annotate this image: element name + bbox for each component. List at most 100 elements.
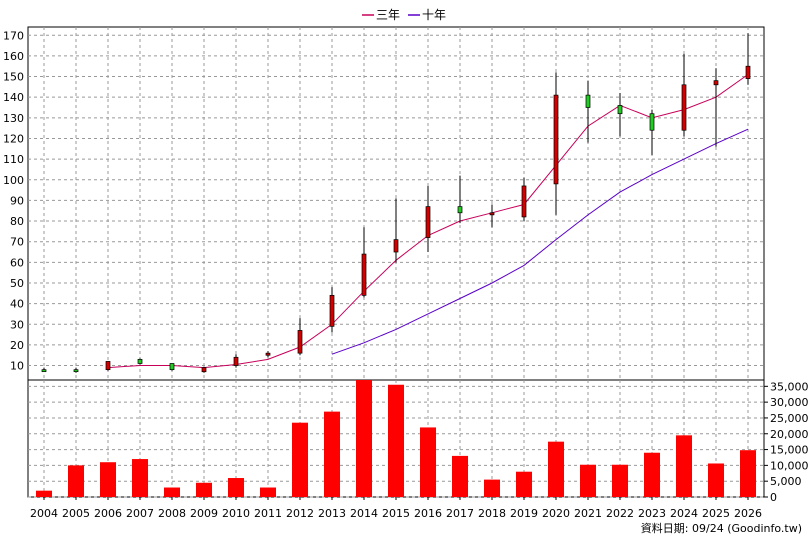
volume-bar-2026 [740, 450, 756, 497]
x-tick-label: 2018 [478, 507, 506, 520]
x-axis-ticks: 2004 2005 2006 2007 2008 2009 2010 2011 2012 2013… [30, 497, 762, 520]
candle-body [297, 330, 303, 354]
x-tick-label: 2005 [62, 507, 90, 520]
x-tick-label: 2023 [638, 507, 666, 520]
price-tick-label: 110 [3, 153, 24, 166]
volume-tick-label: 35,000 [770, 380, 808, 393]
volume-bar-2005 [68, 465, 84, 497]
candle-body [617, 105, 623, 115]
candle-2009 [201, 366, 207, 373]
price-tick-label: 170 [3, 29, 24, 42]
x-tick-label: 2010 [222, 507, 250, 520]
candle-body [329, 295, 335, 327]
candle-body [169, 363, 175, 371]
candle-2024 [681, 53, 687, 137]
price-tick-label: 10 [10, 360, 24, 373]
x-tick-label: 2008 [158, 507, 186, 520]
x-tick-label: 2004 [30, 507, 58, 520]
volume-bar-2008 [164, 487, 180, 497]
volume-tick-label: 5,000 [770, 475, 802, 488]
candle-body [489, 212, 495, 216]
ma10-line-layer [331, 128, 749, 355]
volume-bar-2009 [196, 482, 212, 497]
volume-bar-2020 [548, 441, 564, 497]
legend: 三年 十年 [362, 8, 446, 22]
volume-bar-2004 [36, 490, 52, 497]
candle-body [521, 185, 527, 218]
x-tick-label: 2021 [574, 507, 602, 520]
candle-2013 [329, 287, 335, 333]
candle-2026 [745, 33, 751, 85]
candle-2005 [73, 367, 79, 373]
candle-2006 [105, 361, 111, 371]
volume-bar-2019 [516, 471, 532, 497]
volume-bar-2017 [452, 455, 468, 497]
x-tick-label: 2017 [446, 507, 474, 520]
price-tick-label: 90 [10, 194, 24, 207]
candle-body [553, 94, 559, 185]
candle-body [649, 113, 655, 131]
candle-2020 [553, 72, 559, 215]
price-tick-label: 140 [3, 91, 24, 104]
price-tick-label: 40 [10, 298, 24, 311]
candle-body [681, 84, 687, 131]
price-tick-label: 20 [10, 339, 24, 352]
x-tick-label: 2026 [734, 507, 762, 520]
volume-tick-label: 0 [770, 491, 777, 504]
x-tick-label: 2011 [254, 507, 282, 520]
volume-bar-2006 [100, 462, 116, 497]
legend-label-ma3: 三年 [376, 8, 400, 22]
x-tick-label: 2007 [126, 507, 154, 520]
ma10-line [331, 128, 749, 355]
candle-body [265, 352, 271, 356]
volume-tick-label: 15,000 [770, 444, 808, 457]
candle-2016 [425, 185, 431, 253]
x-tick-label: 2020 [542, 507, 570, 520]
candle-body [393, 239, 399, 253]
candle-body [233, 356, 239, 366]
price-tick-label: 160 [3, 50, 24, 63]
candle-body [41, 369, 47, 373]
data-date-footer: 資料日期: 09/24 (Goodinfo.tw) [641, 521, 802, 535]
volume-bar-2024 [676, 435, 692, 497]
candle-body [585, 94, 591, 108]
x-tick-label: 2014 [350, 507, 378, 520]
volume-bar-2007 [132, 459, 148, 497]
candle-2025 [713, 68, 719, 147]
candle-body [745, 65, 751, 79]
volume-bar-2018 [484, 479, 500, 497]
x-tick-label: 2019 [510, 507, 538, 520]
volume-axis-ticks: 0 5,000 10,000 15,000 20,000 25,000 30,000 35,0… [764, 380, 808, 504]
price-tick-label: 120 [3, 132, 24, 145]
candle-2014 [361, 227, 367, 298]
candle-2023 [649, 109, 655, 155]
x-tick-label: 2006 [94, 507, 122, 520]
candle-body [73, 369, 79, 373]
x-tick-label: 2022 [606, 507, 634, 520]
candle-2022 [617, 93, 623, 137]
candle-body [137, 359, 143, 364]
volume-bar-2012 [292, 422, 308, 497]
price-tick-label: 30 [10, 318, 24, 331]
volume-tick-label: 25,000 [770, 412, 808, 425]
x-tick-label: 2016 [414, 507, 442, 520]
candle-body [201, 367, 207, 373]
volume-bar-2025 [708, 463, 724, 497]
volume-bar-2010 [228, 478, 244, 497]
x-tick-label: 2015 [382, 507, 410, 520]
x-tick-label: 2013 [318, 507, 346, 520]
candles-layer [41, 33, 751, 373]
price-tick-label: 100 [3, 174, 24, 187]
volume-tick-label: 20,000 [770, 428, 808, 441]
price-axis-ticks: 10 20 30 40 50 60 70 80 90 100 110 120 130 140 150 160 1… [3, 29, 24, 372]
volume-bars-layer [36, 380, 756, 497]
volume-tick-label: 10,000 [770, 459, 808, 472]
candle-2015 [393, 198, 399, 263]
price-tick-label: 80 [10, 215, 24, 228]
volume-bar-2011 [260, 487, 276, 497]
candle-body [713, 80, 719, 86]
volume-bar-2023 [644, 452, 660, 497]
volume-bar-2015 [388, 384, 404, 497]
price-panel: 10 20 30 40 50 60 70 80 90 100 110 120 130 140 150 160 1… [3, 26, 765, 381]
